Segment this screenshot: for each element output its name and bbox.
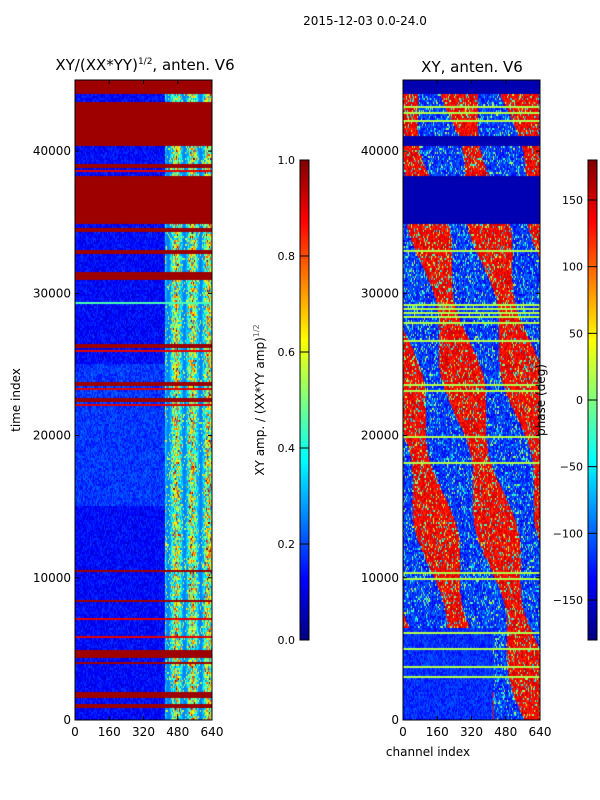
- right-ytick-label: 30000: [361, 286, 399, 300]
- left-title-tail: , anten. V6: [152, 56, 235, 74]
- colorbar0-tick-label: 0.8: [278, 250, 296, 263]
- colorbar1-tick-label: 50: [569, 327, 583, 340]
- left-ytick-label: 40000: [33, 144, 71, 158]
- colorbar1-tick-label: −50: [560, 461, 583, 474]
- left-xtick-label: 0: [71, 725, 79, 739]
- colorbar1-tick-label: 150: [562, 194, 583, 207]
- phase-heatmap: [403, 80, 540, 720]
- colorbar1-tick-label: 100: [562, 261, 583, 274]
- colorbar0-label-sup: 1/2: [252, 324, 261, 337]
- colorbar0-tick-label: 0.0: [278, 634, 296, 647]
- colorbar0-tick-label: 1.0: [278, 154, 296, 167]
- left-frame: [74, 79, 213, 721]
- left-xtick-label: 320: [132, 725, 155, 739]
- right-xlabel: channel index: [386, 745, 470, 759]
- right-ytick-label: 20000: [361, 429, 399, 443]
- colorbar1-tick-label: −100: [553, 527, 583, 540]
- left-ytick-label: 30000: [33, 286, 71, 300]
- right-ytick-label: 0: [391, 713, 399, 727]
- colorbar1-tick-label: 0: [576, 394, 583, 407]
- left-xtick-label: 480: [166, 725, 189, 739]
- figure-suptitle: 2015-12-03 0.0-24.0: [303, 14, 427, 28]
- left-ytick-label: 0: [63, 713, 71, 727]
- left-xtick-label: 640: [201, 725, 224, 739]
- right-xtick-label: 320: [460, 725, 483, 739]
- right-plot-title: XY, anten. V6: [421, 58, 523, 76]
- amplitude-colorbar: [300, 160, 309, 640]
- left-plot-title: XY/(XX*YY)1/2, anten. V6: [40, 56, 250, 74]
- left-ytick-label: 10000: [33, 571, 71, 585]
- right-ytick-label: 40000: [361, 144, 399, 158]
- colorbar1-label: phase (deg): [534, 364, 548, 436]
- colorbar0-label-main: XY amp. / (XX*YY amp): [253, 337, 267, 475]
- left-title-sup: 1/2: [137, 57, 153, 67]
- left-ytick-label: 20000: [33, 429, 71, 443]
- colorbar0-label: XY amp. / (XX*YY amp)1/2: [252, 324, 267, 475]
- right-xtick-label: 640: [529, 725, 552, 739]
- colorbar0-frame: [299, 159, 310, 641]
- right-xtick-label: 0: [399, 725, 407, 739]
- amplitude-heatmap: [75, 80, 212, 720]
- right-xtick-label: 480: [494, 725, 517, 739]
- left-xtick-label: 160: [98, 725, 121, 739]
- colorbar0-tick-label: 0.4: [278, 442, 296, 455]
- right-xtick-label: 160: [426, 725, 449, 739]
- left-ylabel: time index: [9, 368, 23, 432]
- right-ytick-label: 10000: [361, 571, 399, 585]
- colorbar0-tick-label: 0.2: [278, 538, 296, 551]
- colorbar0-tick-label: 0.6: [278, 346, 296, 359]
- left-title-main: XY/(XX*YY): [55, 56, 138, 74]
- right-frame: [402, 79, 541, 721]
- colorbar1-tick-label: −150: [553, 594, 583, 607]
